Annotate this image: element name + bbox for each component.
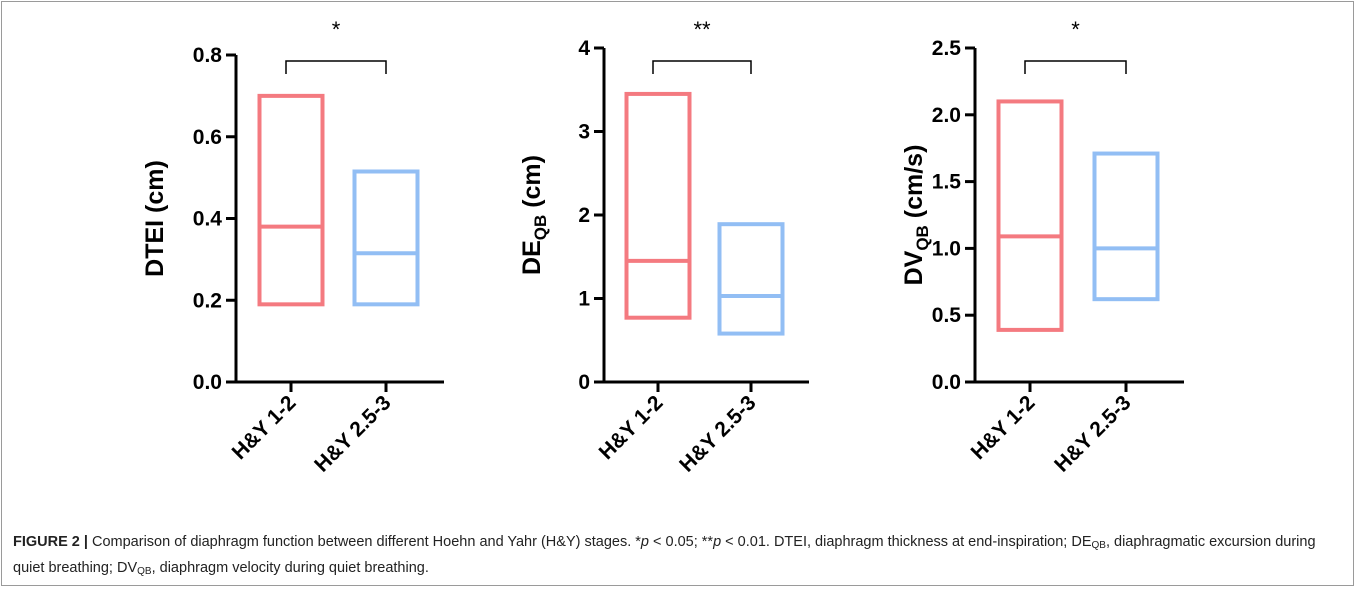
chart-panel-2: 0 1 2 3 4 DEQB (cm) H&Y 1-2 H&Y 2.5-3 ** <box>518 17 809 477</box>
significance-label: ** <box>693 17 711 42</box>
range-box <box>717 222 785 336</box>
significance-label: * <box>332 17 341 42</box>
y-axis-label: DEQB (cm) <box>518 155 550 275</box>
y-tick-label: 0.5 <box>932 304 962 327</box>
y-tick-label: 1.0 <box>932 237 961 260</box>
y-tick-label: 0.2 <box>193 289 222 312</box>
y-tick-label: 2 <box>578 204 590 227</box>
chart-panel-1: 0.0 0.2 0.4 0.6 0.8 DTEI (cm) H&Y 1-2 H&Y 2.5-3… <box>141 17 444 477</box>
x-category-label: H&Y 1-2 <box>228 391 301 464</box>
y-tick-label: 1 <box>578 288 590 311</box>
y-tick-label: 0 <box>578 371 590 394</box>
figure-number: FIGURE 2 | <box>13 534 88 550</box>
significance-bracket <box>1024 60 1127 74</box>
figure-caption: FIGURE 2 | Comparison of diaphragm funct… <box>13 534 1316 577</box>
x-category-label: H&Y 2.5-3 <box>675 391 760 476</box>
y-tick-label: 0.6 <box>193 126 222 149</box>
x-category-label: H&Y 2.5-3 <box>310 391 395 476</box>
y-tick-label: 0.0 <box>193 371 222 394</box>
y-axis-label: DTEI (cm) <box>141 160 169 277</box>
y-axis-label: DVQB (cm/s) <box>900 145 932 286</box>
y-tick-label: 2.5 <box>932 37 962 60</box>
x-category-label: H&Y 1-2 <box>595 391 668 464</box>
significance-bracket <box>652 60 752 74</box>
y-tick-label: 2.0 <box>932 104 961 127</box>
y-tick-label: 3 <box>578 121 590 144</box>
range-box <box>257 93 325 307</box>
significance-bracket <box>285 60 387 74</box>
range-box <box>624 91 692 320</box>
y-tick-label: 0.4 <box>193 208 223 231</box>
range-box <box>996 99 1064 332</box>
chart-panel-3: 0.0 0.5 1.0 1.5 2.0 2.5 DVQB (cm/s) H&Y 1-2 H&Y … <box>900 17 1184 477</box>
y-tick-label: 0.0 <box>932 371 961 394</box>
significance-label: * <box>1071 17 1080 42</box>
range-box <box>352 169 420 307</box>
x-category-label: H&Y 2.5-3 <box>1050 391 1135 476</box>
y-tick-label: 1.5 <box>932 171 962 194</box>
x-category-label: H&Y 1-2 <box>967 391 1040 464</box>
y-tick-label: 0.8 <box>193 44 223 67</box>
range-box <box>1092 151 1160 302</box>
y-tick-label: 4 <box>578 37 590 60</box>
